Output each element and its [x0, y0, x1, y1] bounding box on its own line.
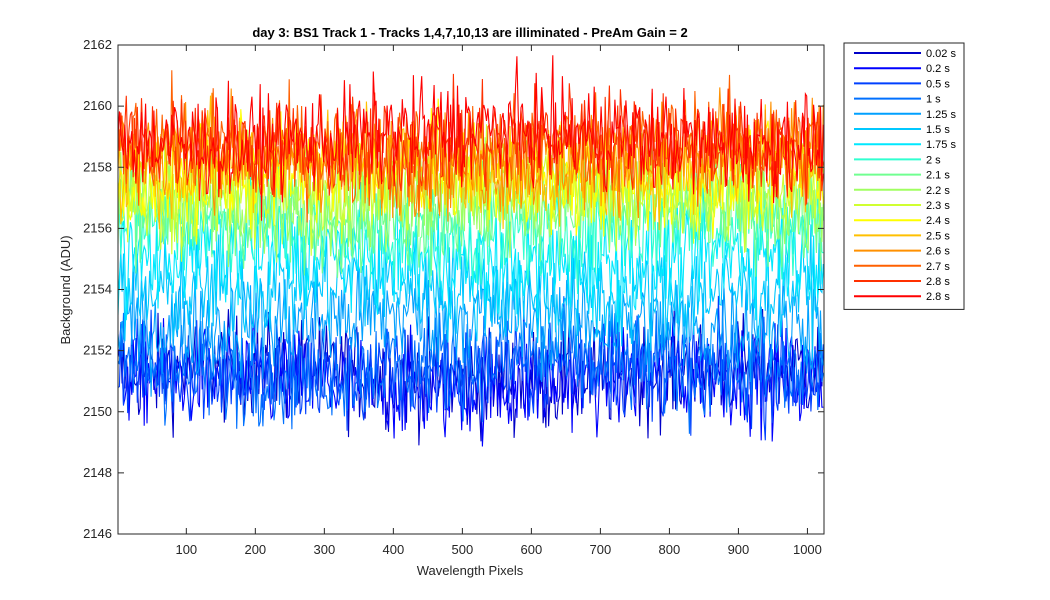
x-axis-title: Wavelength Pixels: [417, 563, 524, 578]
x-tick-label: 300: [313, 542, 335, 557]
legend-entry: 2.1 s: [926, 170, 950, 182]
legend-entry: 2.8 s: [926, 276, 950, 288]
legend-entry: 2.2 s: [926, 185, 950, 197]
x-tick-label: 200: [244, 542, 266, 557]
y-tick-label: 2152: [83, 343, 112, 358]
x-tick-label: 900: [728, 542, 750, 557]
y-axis-title: Background (ADU): [58, 235, 73, 344]
y-tick-label: 2154: [83, 282, 112, 297]
y-tick-label: 2150: [83, 404, 112, 419]
x-tick-label: 1000: [793, 542, 822, 557]
y-tick-label: 2146: [83, 526, 112, 541]
legend-entry: 1.5 s: [926, 124, 950, 136]
legend-entry: 0.02 s: [926, 48, 956, 60]
legend-entry: 2.4 s: [926, 215, 950, 227]
chart-title: day 3: BS1 Track 1 - Tracks 1,4,7,10,13 …: [252, 25, 687, 40]
series-line: [118, 250, 824, 397]
legend-entry: 1 s: [926, 94, 941, 106]
y-tick-label: 2162: [83, 37, 112, 52]
legend-entry: 2.8 s: [926, 291, 950, 303]
legend-entry: 2.7 s: [926, 261, 950, 273]
x-tick-label: 600: [521, 542, 543, 557]
y-tick-label: 2160: [83, 98, 112, 113]
axes: 100 200 300 400 500 600 700 800 900 1000 2146 2148 2…: [83, 37, 825, 557]
y-tick-label: 2158: [83, 159, 112, 174]
series-line: [118, 216, 824, 362]
plot-area: [118, 45, 824, 534]
series-line: [118, 55, 824, 221]
legend-entry: 2.6 s: [926, 246, 950, 258]
legend-entry: 2.3 s: [926, 200, 950, 212]
x-tick-label: 500: [452, 542, 474, 557]
legend-entry: 2.5 s: [926, 230, 950, 242]
legend-entry: 2 s: [926, 154, 941, 166]
legend-entry: 0.2 s: [926, 63, 950, 75]
x-tick-label: 800: [659, 542, 681, 557]
y-tick-label: 2156: [83, 220, 112, 235]
y-tick-label: 2148: [83, 465, 112, 480]
legend-entry: 1.25 s: [926, 109, 956, 121]
legend-entry: 0.5 s: [926, 78, 950, 90]
x-tick-label: 100: [175, 542, 197, 557]
legend: 0.02 s 0.2 s 0.5 s 1 s 1.25 s 1.5 s 1.75 s 2 s 2…: [843, 42, 965, 310]
legend-entry: 1.75 s: [926, 139, 956, 151]
x-tick-label: 700: [590, 542, 612, 557]
x-tick-label: 400: [383, 542, 405, 557]
